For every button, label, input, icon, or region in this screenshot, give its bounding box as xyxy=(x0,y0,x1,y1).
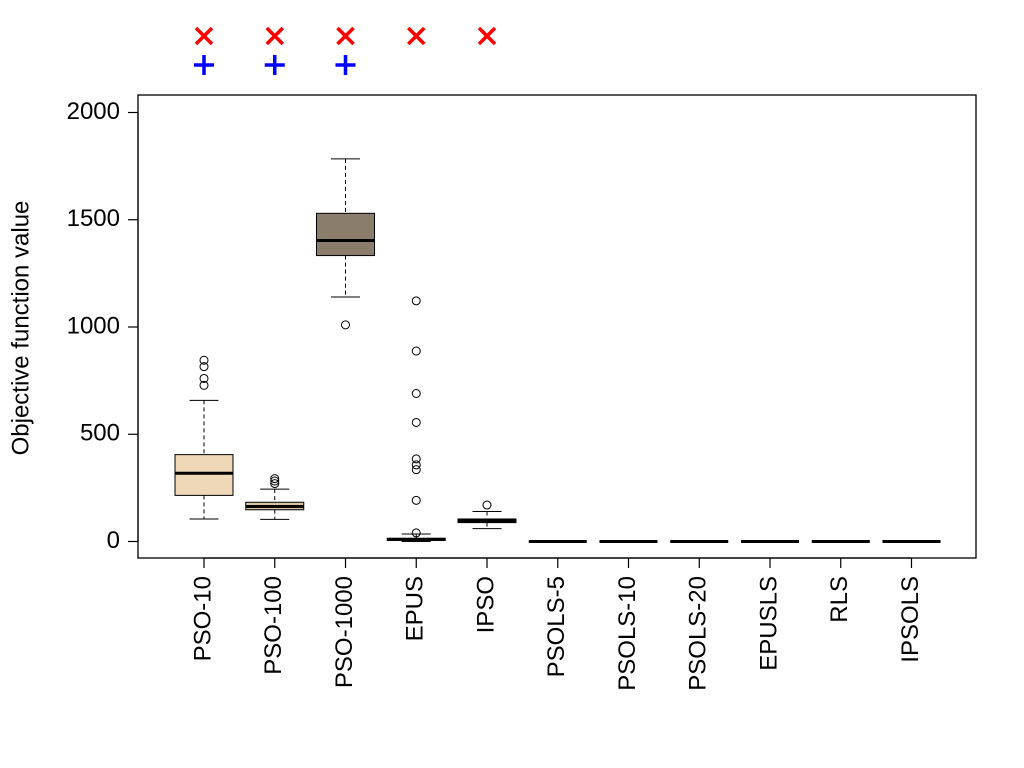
x-tick-label: PSO-10 xyxy=(189,576,216,661)
y-axis: 0 500 1000 1500 2000 xyxy=(67,98,139,554)
outlier-point xyxy=(270,476,280,486)
outlier-point xyxy=(411,454,421,464)
cross-stroke xyxy=(265,26,284,46)
cross-stroke xyxy=(336,26,355,46)
red-cross-marker xyxy=(407,26,426,46)
outlier-point xyxy=(199,373,209,383)
outlier-point xyxy=(270,479,280,489)
box-ipso xyxy=(457,500,517,530)
y-tick-label: 1000 xyxy=(67,312,120,339)
x-tick-label: PSO-1000 xyxy=(331,576,358,688)
blue-plus-marker xyxy=(335,55,356,75)
box-pso-100 xyxy=(245,474,305,520)
significance-markers xyxy=(194,26,497,75)
plot-frame xyxy=(137,94,977,559)
outlier-point xyxy=(199,380,209,390)
outlier-point xyxy=(411,465,421,475)
x-tick-label: IPSOLS xyxy=(897,576,924,663)
x-tick-label: PSOLS-20 xyxy=(685,576,712,691)
red-cross-marker xyxy=(336,26,355,46)
outlier-point xyxy=(411,417,421,427)
y-tick-label: 0 xyxy=(107,527,120,554)
outlier-point xyxy=(482,500,492,510)
x-tick-label: IPSO xyxy=(472,576,499,633)
red-cross-marker xyxy=(477,26,497,46)
outlier-point xyxy=(199,355,209,365)
box-epus xyxy=(386,296,446,542)
cross-stroke xyxy=(477,26,497,46)
blue-plus-marker xyxy=(264,55,285,75)
outlier-point xyxy=(411,346,421,356)
outlier-point xyxy=(341,320,350,330)
box-pso-1000 xyxy=(316,158,375,330)
boxes xyxy=(174,158,941,543)
y-tick-label: 1500 xyxy=(67,205,120,232)
outlier-point xyxy=(411,495,421,505)
box-iqr xyxy=(316,212,375,257)
cross-stroke xyxy=(194,26,214,46)
red-cross-marker xyxy=(194,26,214,46)
x-tick-label: EPUSLS xyxy=(755,576,782,671)
blue-plus-marker xyxy=(194,55,214,75)
box-pso-10 xyxy=(174,355,234,520)
y-tick-label: 500 xyxy=(80,420,120,447)
outlier-point xyxy=(199,362,209,372)
x-tick-label: PSOLS-5 xyxy=(543,576,570,677)
outlier-point xyxy=(411,460,421,470)
y-tick-label: 2000 xyxy=(67,98,120,125)
x-tick-label: PSOLS-10 xyxy=(614,576,641,691)
x-tick-label: RLS xyxy=(826,576,853,623)
y-axis-title: Objective function value xyxy=(7,201,34,456)
box-iqr xyxy=(174,454,234,496)
outlier-point xyxy=(411,296,421,306)
x-tick-label: EPUS xyxy=(402,576,429,641)
x-tick-label: PSO-100 xyxy=(260,576,287,675)
cross-stroke xyxy=(407,26,426,46)
outlier-point xyxy=(411,388,421,398)
red-cross-marker xyxy=(265,26,284,46)
outlier-point xyxy=(411,528,421,538)
outlier-point xyxy=(270,474,280,484)
x-axis-labels: PSO-10 PSO-100 PSO-1000 EPUS IPSO PSOLS-5 PSOL… xyxy=(189,557,924,691)
